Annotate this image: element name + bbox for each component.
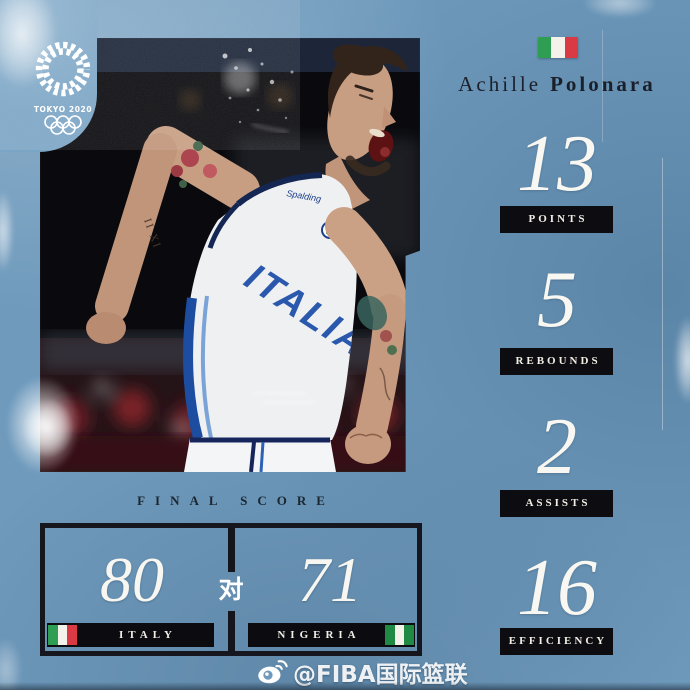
home-team-bar: ITALY — [47, 623, 214, 647]
away-team-bar: NIGERIA — [248, 623, 415, 647]
tokyo-2020-label: TOKYO 2020 — [33, 105, 93, 114]
olympic-rings-icon — [44, 115, 82, 135]
tokyo-2020-emblem: TOKYO 2020 — [33, 40, 93, 141]
stat-label-assists: ASSISTS — [500, 490, 613, 517]
italy-flag-icon — [538, 37, 578, 58]
player-last-name: Polonara — [550, 72, 656, 96]
nigeria-flag-small-icon — [385, 625, 414, 645]
stat-value-rebounds: 5 — [537, 256, 577, 344]
stat-label-efficiency: EFFICIENCY — [500, 628, 613, 655]
player-photo: II XI ITALIA Spalding — [40, 38, 420, 472]
grunge-splotch-top-right — [583, 0, 657, 18]
player-photo-illustration: II XI ITALIA Spalding — [40, 38, 420, 472]
photo-corner-notch: TOKYO 2020 — [0, 0, 97, 152]
score-divider-bottom — [228, 611, 235, 651]
tokyo-2020-checkered-ring-icon — [35, 41, 91, 97]
away-score: 71 — [298, 544, 362, 615]
stat-label-points: POINTS — [500, 206, 613, 233]
versus-character: 对 — [218, 575, 244, 604]
italy-flag-small-icon — [48, 625, 77, 645]
watermark-handle: @FIBA国际篮联 — [293, 662, 468, 688]
stat-label-rebounds: REBOUNDS — [500, 348, 613, 375]
final-score-box: 80 71 对 ITALY NIGERIA — [40, 523, 422, 656]
score-divider-top — [228, 528, 235, 572]
weibo-icon — [258, 660, 288, 684]
player-name: Achille Polonara — [427, 72, 687, 97]
stat-value-efficiency: 16 — [517, 544, 597, 632]
grunge-splotch-bottom-left — [0, 638, 22, 690]
final-score-heading: FINAL SCORE — [137, 493, 335, 508]
grunge-splotch-left-edge — [0, 190, 14, 272]
home-score: 80 — [100, 544, 164, 615]
home-team-name: ITALY — [118, 629, 178, 641]
weibo-watermark: @FIBA国际篮联 — [256, 656, 468, 688]
player-first-name: Achille — [458, 72, 542, 96]
away-team-name: NIGERIA — [277, 629, 361, 641]
stat-value-points: 13 — [517, 120, 597, 208]
stat-value-assists: 2 — [537, 403, 577, 491]
